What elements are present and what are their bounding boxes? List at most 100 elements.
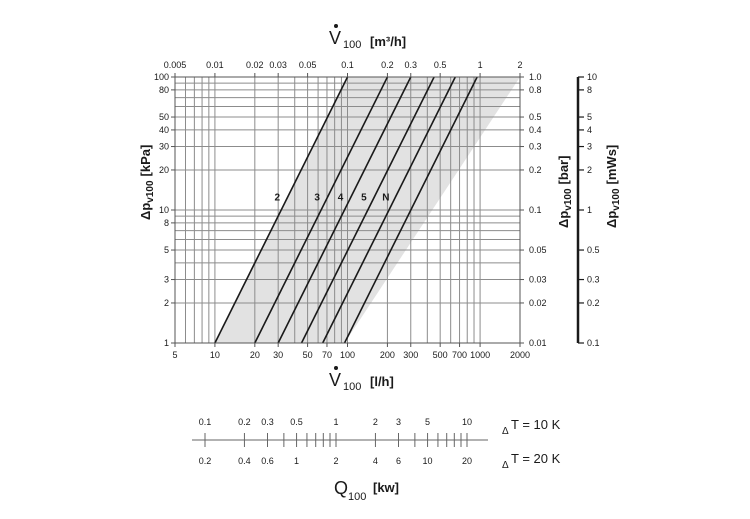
left-tick-label: 8 (164, 218, 169, 228)
bar-axis-title-sub: v100 (563, 188, 574, 211)
series-label-5: 5 (361, 192, 367, 203)
left-tick-label: 5 (164, 245, 169, 255)
bar-tick-label: 0.5 (529, 112, 542, 122)
delta-t-20-text: T = 20 K (511, 451, 561, 466)
top-tick-label: 0.05 (299, 60, 317, 70)
characteristic-lines (214, 76, 478, 344)
mws-tick-label: 0.3 (587, 275, 600, 285)
mws-tick-label: 10 (587, 72, 597, 82)
power-scale-ticks: 0.1 0.2 0.3 0.5 1 2 3 5 10 0.2 0.4 0.6 1 2 4 6 10 20 (199, 417, 472, 466)
power-lower-label: 0.4 (238, 456, 251, 466)
mws-tick-label: 0.5 (587, 245, 600, 255)
bottom-axis-title: V 100 [l/h] (329, 366, 394, 393)
power-lower-label: 2 (333, 456, 338, 466)
power-scale-title-symbol: Q (334, 478, 348, 498)
mws-tick-label: 8 (587, 85, 592, 95)
mws-axis-ticks: 0.1 0.2 0.3 0.5 1 2 3 4 5 8 10 (578, 72, 600, 348)
power-scale-title: Q 100 [kw] (334, 478, 399, 503)
mws-tick-label: 5 (587, 112, 592, 122)
bar-tick-label: 0.1 (529, 205, 542, 215)
left-axis-title-unit: [kPa] (138, 145, 153, 177)
bottom-tick-label: 300 (403, 350, 418, 360)
left-tick-label: 40 (159, 125, 169, 135)
power-scale-title-sub: 100 (348, 491, 366, 503)
bar-tick-label: 0.01 (529, 338, 547, 348)
top-tick-label: 0.02 (246, 60, 264, 70)
left-axis-ticks: 1 2 3 5 8 10 20 30 40 50 80 100 (154, 72, 175, 348)
power-upper-label: 1 (333, 417, 338, 427)
series-label-3: 3 (314, 192, 320, 203)
bar-tick-label: 0.4 (529, 125, 542, 135)
left-tick-label: 1 (164, 338, 169, 348)
mws-axis-title-unit: [mWs] (604, 145, 619, 185)
mws-tick-label: 2 (587, 165, 592, 175)
bar-tick-label: 0.2 (529, 165, 542, 175)
bottom-axis-title-unit: [l/h] (370, 374, 394, 389)
power-lower-label: 10 (423, 456, 433, 466)
power-lower-label: 1 (294, 456, 299, 466)
top-axis-ticks: 0.005 0.01 0.02 0.03 0.05 0.1 0.2 0.3 0.5 1 2 (164, 60, 523, 77)
top-tick-label: 0.2 (381, 60, 394, 70)
top-tick-label: 0.1 (341, 60, 354, 70)
top-tick-label: 2 (517, 60, 522, 70)
mws-tick-label: 4 (587, 125, 592, 135)
bottom-tick-label: 5 (172, 350, 177, 360)
bottom-tick-label: 50 (303, 350, 313, 360)
left-tick-label: 3 (164, 275, 169, 285)
top-axis-title-symbol: V (329, 28, 341, 48)
top-tick-label: 0.005 (164, 60, 187, 70)
series-line-limit (343, 76, 478, 344)
bar-tick-label: 0.02 (529, 298, 547, 308)
top-tick-label: 0.3 (405, 60, 418, 70)
mws-tick-label: 0.1 (587, 338, 600, 348)
mws-axis-title-pre: Δp (604, 211, 619, 228)
left-tick-label: 2 (164, 298, 169, 308)
bottom-tick-label: 1000 (470, 350, 490, 360)
top-axis-title-dot (334, 24, 338, 28)
plot-grid (174, 76, 521, 344)
bottom-tick-label: 2000 (510, 350, 530, 360)
top-axis-title: V 100 [m³/h] (329, 24, 406, 51)
bottom-axis-title-symbol: V (329, 370, 341, 390)
bottom-axis-title-dot (334, 366, 338, 370)
left-axis-title-text: Δpv100 [kPa] (138, 145, 156, 220)
power-upper-label: 5 (425, 417, 430, 427)
left-axis-title: Δpv100 [kPa] (138, 145, 156, 220)
delta-t-10-text: T = 10 K (511, 417, 561, 432)
left-axis-title-pre: Δp (138, 203, 153, 220)
series-labels: 2 3 4 5 N (274, 192, 389, 203)
series-label-2: 2 (274, 192, 280, 203)
bottom-tick-label: 70 (322, 350, 332, 360)
bottom-axis-title-sub: 100 (343, 381, 361, 393)
top-axis-title-sub: 100 (343, 39, 361, 51)
delta-t-20-label: Δ T = 20 K (502, 451, 561, 471)
top-tick-label: 1 (478, 60, 483, 70)
power-upper-label: 3 (396, 417, 401, 427)
power-scale-title-unit: [kw] (373, 480, 399, 495)
bar-tick-label: 0.05 (529, 245, 547, 255)
power-upper-label: 0.2 (238, 417, 251, 427)
left-tick-label: 10 (159, 205, 169, 215)
bar-tick-label: 0.8 (529, 85, 542, 95)
bar-tick-label: 1.0 (529, 72, 542, 82)
series-line-N (321, 76, 456, 344)
bar-axis-title-unit: [bar] (556, 156, 571, 185)
delta-t-20-pre: Δ (502, 460, 509, 471)
mws-axis-title-sub: v100 (611, 188, 622, 211)
series-label-N: N (382, 192, 389, 203)
power-lower-label: 0.2 (199, 456, 212, 466)
top-axis-title-unit: [m³/h] (370, 34, 406, 49)
power-lower-label: 20 (462, 456, 472, 466)
bottom-tick-label: 700 (452, 350, 467, 360)
delta-t-10-label: Δ T = 10 K (502, 417, 561, 437)
mws-axis-title: Δpv100 [mWs] (604, 145, 622, 228)
top-tick-label: 0.03 (269, 60, 287, 70)
power-upper-label: 10 (462, 417, 472, 427)
mws-tick-label: 1 (587, 205, 592, 215)
bar-axis-title: Δpv100 [bar] (556, 156, 574, 228)
mws-tick-label: 0.2 (587, 298, 600, 308)
left-tick-label: 80 (159, 85, 169, 95)
bar-axis-title-text: Δpv100 [bar] (556, 156, 574, 228)
bottom-tick-label: 500 (433, 350, 448, 360)
bottom-tick-label: 30 (273, 350, 283, 360)
